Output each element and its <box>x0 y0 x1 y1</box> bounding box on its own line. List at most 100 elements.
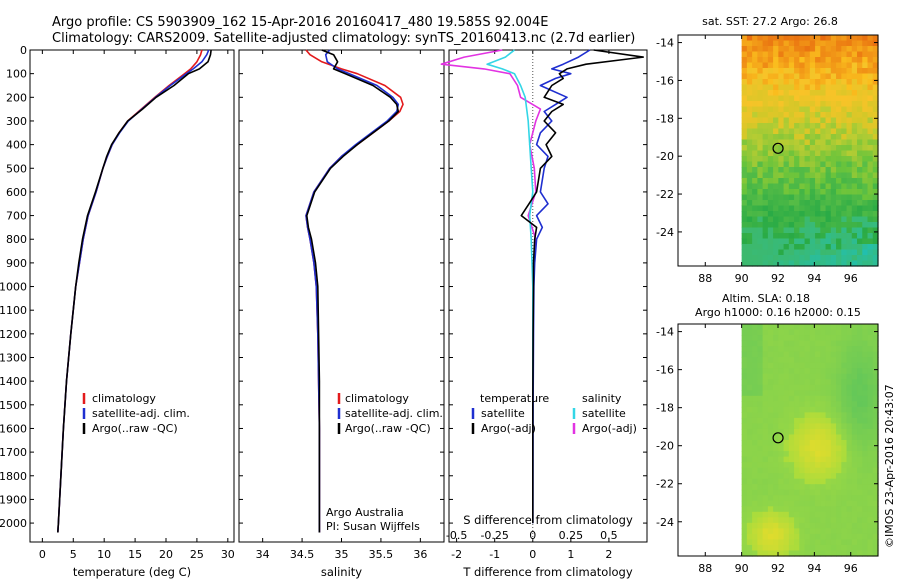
heatmap-cell <box>825 62 832 69</box>
heatmap-cell <box>851 145 858 152</box>
heatmap-cell <box>741 533 748 541</box>
heatmap-cell <box>872 467 879 474</box>
heatmap-cell <box>851 335 858 342</box>
heatmap-cell <box>841 260 848 267</box>
heatmap-cell <box>857 401 863 408</box>
heatmap-cell <box>857 35 863 42</box>
heatmap-cell <box>851 222 858 229</box>
heatmap-cell <box>799 84 806 91</box>
heatmap-cell <box>752 62 758 69</box>
heatmap-cell <box>799 46 806 53</box>
heatmap-cell <box>825 384 832 391</box>
heatmap-cell <box>788 533 795 541</box>
heatmap-cell <box>762 489 769 496</box>
heatmap-cell <box>778 178 785 185</box>
heatmap-cell <box>820 412 827 419</box>
heatmap-cell <box>778 533 785 541</box>
heatmap-cell <box>857 51 863 58</box>
heatmap-cell <box>746 183 753 190</box>
heatmap-cell <box>836 550 842 557</box>
heatmap-cell <box>836 172 842 179</box>
heatmap-cell <box>815 95 821 102</box>
heatmap-cell <box>762 260 769 267</box>
heatmap-cell <box>825 550 832 557</box>
heatmap-cell <box>820 351 827 358</box>
heatmap-cell <box>851 384 858 391</box>
heatmap-cell <box>872 550 879 557</box>
heatmap-cell <box>830 62 837 69</box>
heatmap-cell <box>809 506 816 513</box>
heatmap-cell <box>867 189 874 196</box>
heatmap-cell <box>825 373 832 380</box>
heatmap-cell <box>783 106 790 113</box>
heatmap-cell <box>799 123 806 130</box>
heatmap-cell <box>830 172 837 179</box>
heatmap-cell <box>867 139 874 146</box>
heatmap-cell <box>752 473 758 480</box>
heatmap-cell <box>809 417 816 425</box>
heatmap-cell <box>767 451 774 458</box>
heatmap-cell <box>767 216 774 223</box>
heatmap-cell <box>757 500 764 507</box>
heatmap-cell <box>794 216 800 223</box>
heatmap-cell <box>820 101 827 108</box>
heatmap-cell <box>804 238 811 245</box>
heatmap-cell <box>841 216 848 223</box>
heatmap-cell <box>752 522 758 529</box>
heatmap-cell <box>862 62 869 69</box>
heatmap-cell <box>857 200 863 207</box>
heatmap-cell <box>788 357 795 364</box>
x-axis-label: salinity <box>321 565 362 579</box>
heatmap-cell <box>857 260 863 267</box>
heatmap-cell <box>804 495 811 502</box>
heatmap-cell <box>762 79 769 86</box>
heatmap-cell <box>857 172 863 179</box>
heatmap-cell <box>778 467 785 474</box>
heatmap-cell <box>830 373 837 380</box>
heatmap-cell <box>872 544 879 552</box>
heatmap-cell <box>762 46 769 53</box>
heatmap-cell <box>862 478 869 485</box>
heatmap-cell <box>762 40 769 47</box>
heatmap-cell <box>846 57 853 64</box>
heatmap-cell <box>752 57 758 64</box>
heatmap-cell <box>836 489 842 496</box>
heatmap-cell <box>794 395 800 402</box>
heatmap-cell <box>804 145 811 152</box>
heatmap-cell <box>820 517 827 524</box>
heatmap-cell <box>799 172 806 179</box>
heatmap-cell <box>825 145 832 152</box>
heatmap-cell <box>778 384 785 391</box>
heatmap-cell <box>788 189 795 196</box>
heatmap-cell <box>820 346 827 353</box>
heatmap-cell <box>757 440 764 447</box>
heatmap-cell <box>746 478 753 485</box>
y-tick-label: 1600 <box>0 422 27 435</box>
heatmap-cell <box>788 244 795 251</box>
heatmap-cell <box>773 495 779 502</box>
heatmap-cell <box>778 57 785 64</box>
heatmap-cell <box>799 156 806 163</box>
heatmap-cell <box>746 417 753 425</box>
heatmap-cell <box>783 249 790 256</box>
heatmap-cell <box>741 172 748 179</box>
y-tick-label: 700 <box>6 210 27 223</box>
x-tick-label: 35.5 <box>369 548 394 561</box>
heatmap-cell <box>788 539 795 546</box>
heatmap-cell <box>820 106 827 113</box>
heatmap-cell <box>788 46 795 53</box>
heatmap-cell <box>767 462 774 469</box>
heatmap-cell <box>841 417 848 425</box>
heatmap-cell <box>799 249 806 256</box>
heatmap-cell <box>783 362 790 369</box>
heatmap-cell <box>825 101 832 108</box>
heatmap-cell <box>783 222 790 229</box>
heatmap-cell <box>804 544 811 552</box>
heatmap-cell <box>773 384 779 391</box>
heatmap-cell <box>799 478 806 485</box>
heatmap-cell <box>820 123 827 130</box>
heatmap-cell <box>783 379 790 386</box>
heatmap-cell <box>857 40 863 47</box>
heatmap-cell <box>746 406 753 413</box>
heatmap-cell <box>788 35 795 42</box>
